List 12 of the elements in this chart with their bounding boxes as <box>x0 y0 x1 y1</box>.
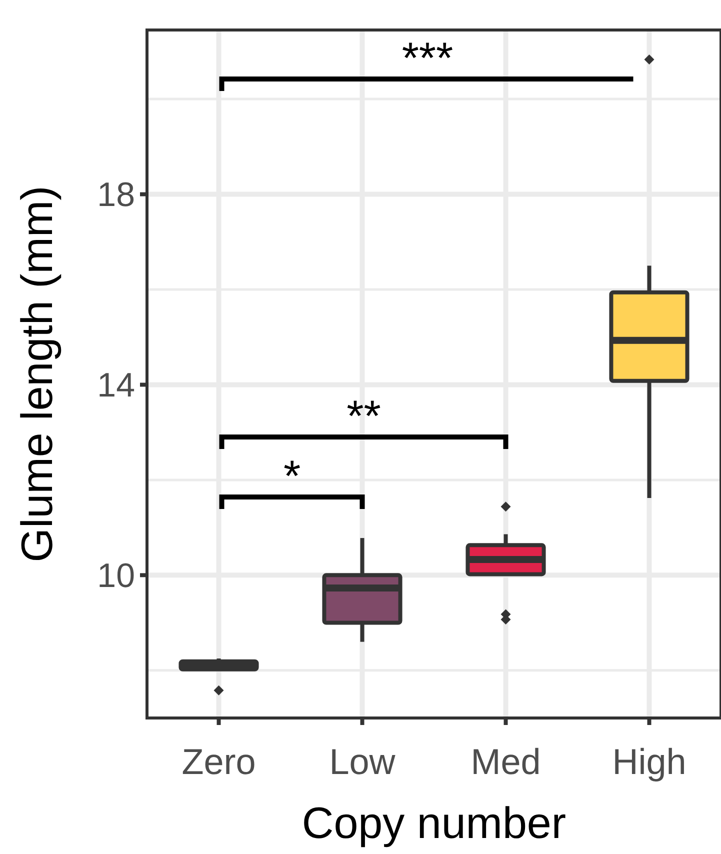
annotation: ** <box>346 392 381 441</box>
x-tick-label: Med <box>470 741 541 782</box>
x-axis-title: Copy number <box>302 799 566 848</box>
x-tick-label: High <box>612 741 686 782</box>
x-tick-label: Low <box>329 741 396 782</box>
y-tick-label: 14 <box>97 366 135 405</box>
annotation: *** <box>402 34 454 83</box>
x-tick-label: Zero <box>182 741 256 782</box>
annotation: * <box>283 452 301 501</box>
y-axis-title: Glume length (mm) <box>13 186 62 562</box>
y-tick-label: 18 <box>97 176 135 214</box>
y-tick-label: 10 <box>97 557 135 596</box>
